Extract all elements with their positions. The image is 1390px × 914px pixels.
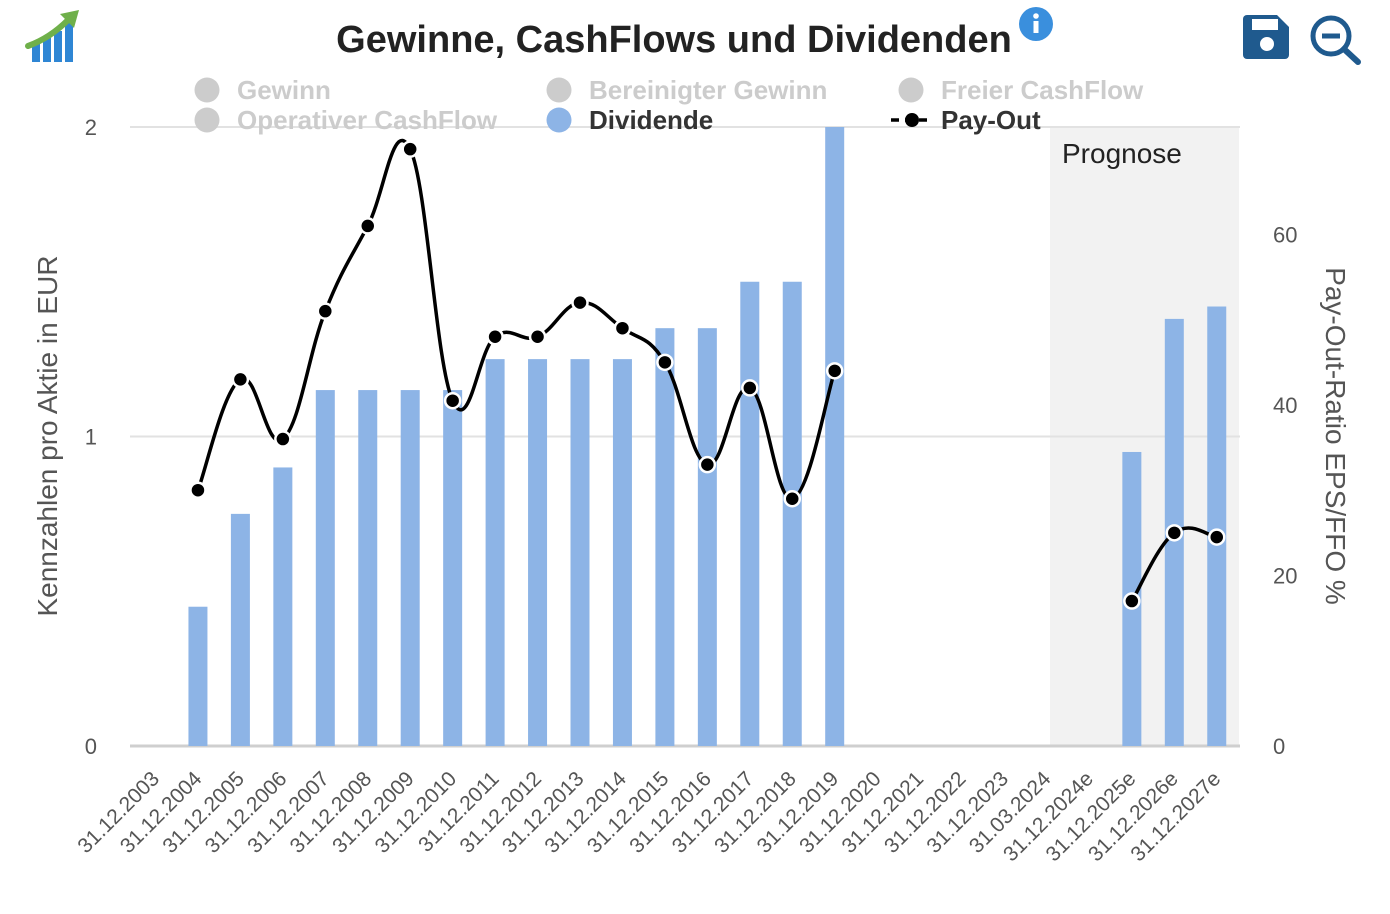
legend-item-freier-cashflow[interactable]: Freier CashFlow [898, 75, 1145, 105]
legend-marker-circle [898, 77, 924, 103]
bar-dividende [443, 390, 463, 746]
legend-marker-circle [546, 77, 572, 103]
payout-point [1123, 592, 1141, 610]
legend-item-pay-out[interactable]: Pay-Out [891, 105, 1041, 135]
bar-dividende [485, 359, 505, 746]
payout-point [486, 327, 504, 346]
bar-dividende [655, 328, 675, 746]
bar-dividende [188, 606, 208, 746]
payout-point [1165, 524, 1184, 542]
payout-point [316, 302, 335, 320]
payout-point [274, 430, 292, 448]
payout-point [189, 481, 207, 499]
bar-dividende [825, 127, 845, 746]
y-tick-left: 1 [85, 425, 97, 450]
bar-dividende [400, 390, 420, 746]
y-tick-left: 2 [85, 115, 97, 140]
payout-point [401, 140, 419, 158]
payout-point [528, 327, 547, 346]
y-axis-left-title: Kennzahlen pro Aktie in EUR [32, 255, 63, 616]
zoom-out-icon[interactable] [1310, 15, 1361, 65]
bar-dividende [230, 513, 250, 746]
chart-title: Gewinne, CashFlows und Dividenden [336, 19, 1012, 61]
payout-point [825, 362, 844, 380]
payout-point [359, 217, 377, 235]
bars-dividende [188, 127, 1227, 746]
forecast-label: Prognose [1062, 138, 1182, 169]
payout-point [231, 370, 250, 389]
legend-label: Bereinigter Gewinn [589, 75, 827, 105]
legend-item-operativer-cashflow[interactable]: Operativer CashFlow [194, 105, 498, 135]
legend: Gewinn Bereinigter Gewinn Freier CashFlow O… [194, 75, 1145, 135]
y-tick-left: 0 [85, 734, 97, 759]
bar-dividende [358, 390, 378, 746]
y-axis-left-ticks: 0 1 2 [85, 115, 97, 759]
legend-marker-circle [194, 77, 220, 103]
legend-label: Operativer CashFlow [237, 105, 498, 135]
legend-marker-circle [194, 107, 220, 133]
bar-dividende [273, 467, 293, 746]
bar-dividende [740, 281, 760, 746]
y-tick-right: 20 [1273, 563, 1297, 588]
x-axis-ticks: 31.12.200331.12.200431.12.200531.12.2006… [73, 767, 1225, 866]
legend-marker-dot [905, 113, 919, 127]
bar-dividende [528, 359, 548, 746]
payout-point [783, 489, 801, 508]
bar-dividende [570, 359, 590, 746]
y-tick-right: 0 [1273, 734, 1285, 759]
payout-point [741, 379, 759, 397]
y-tick-right: 60 [1273, 222, 1297, 247]
save-icon[interactable] [1243, 15, 1289, 59]
bar-dividende [315, 390, 335, 746]
payout-point [656, 353, 674, 372]
y-axis-right-title: Pay-Out-Ratio EPS/FFO % [1320, 267, 1351, 605]
legend-item-dividende[interactable]: Dividende [546, 105, 714, 135]
bar-dividende [782, 281, 802, 746]
payout-point [1208, 528, 1226, 546]
bar-dividende [612, 359, 632, 746]
bar-dividende [697, 328, 717, 746]
legend-item-gewinn[interactable]: Gewinn [194, 75, 331, 105]
legend-label: Dividende [589, 105, 713, 135]
payout-points [189, 140, 1226, 610]
growth-chart-logo-icon[interactable] [25, 10, 79, 62]
payout-point [613, 319, 632, 337]
legend-label: Gewinn [237, 75, 331, 105]
y-axis-right-ticks: 0 20 40 60 [1273, 222, 1297, 759]
bar-dividende [1207, 306, 1227, 746]
payout-point [698, 455, 717, 474]
payout-point [443, 391, 462, 410]
info-icon[interactable] [1019, 7, 1053, 41]
legend-item-bereinigter-gewinn[interactable]: Bereinigter Gewinn [546, 75, 828, 105]
legend-label: Freier CashFlow [941, 75, 1144, 105]
y-tick-right: 40 [1273, 393, 1297, 418]
gridlines [130, 126, 1240, 748]
payout-point [571, 293, 589, 312]
legend-label: Pay-Out [941, 105, 1041, 135]
legend-marker-circle [546, 107, 572, 133]
